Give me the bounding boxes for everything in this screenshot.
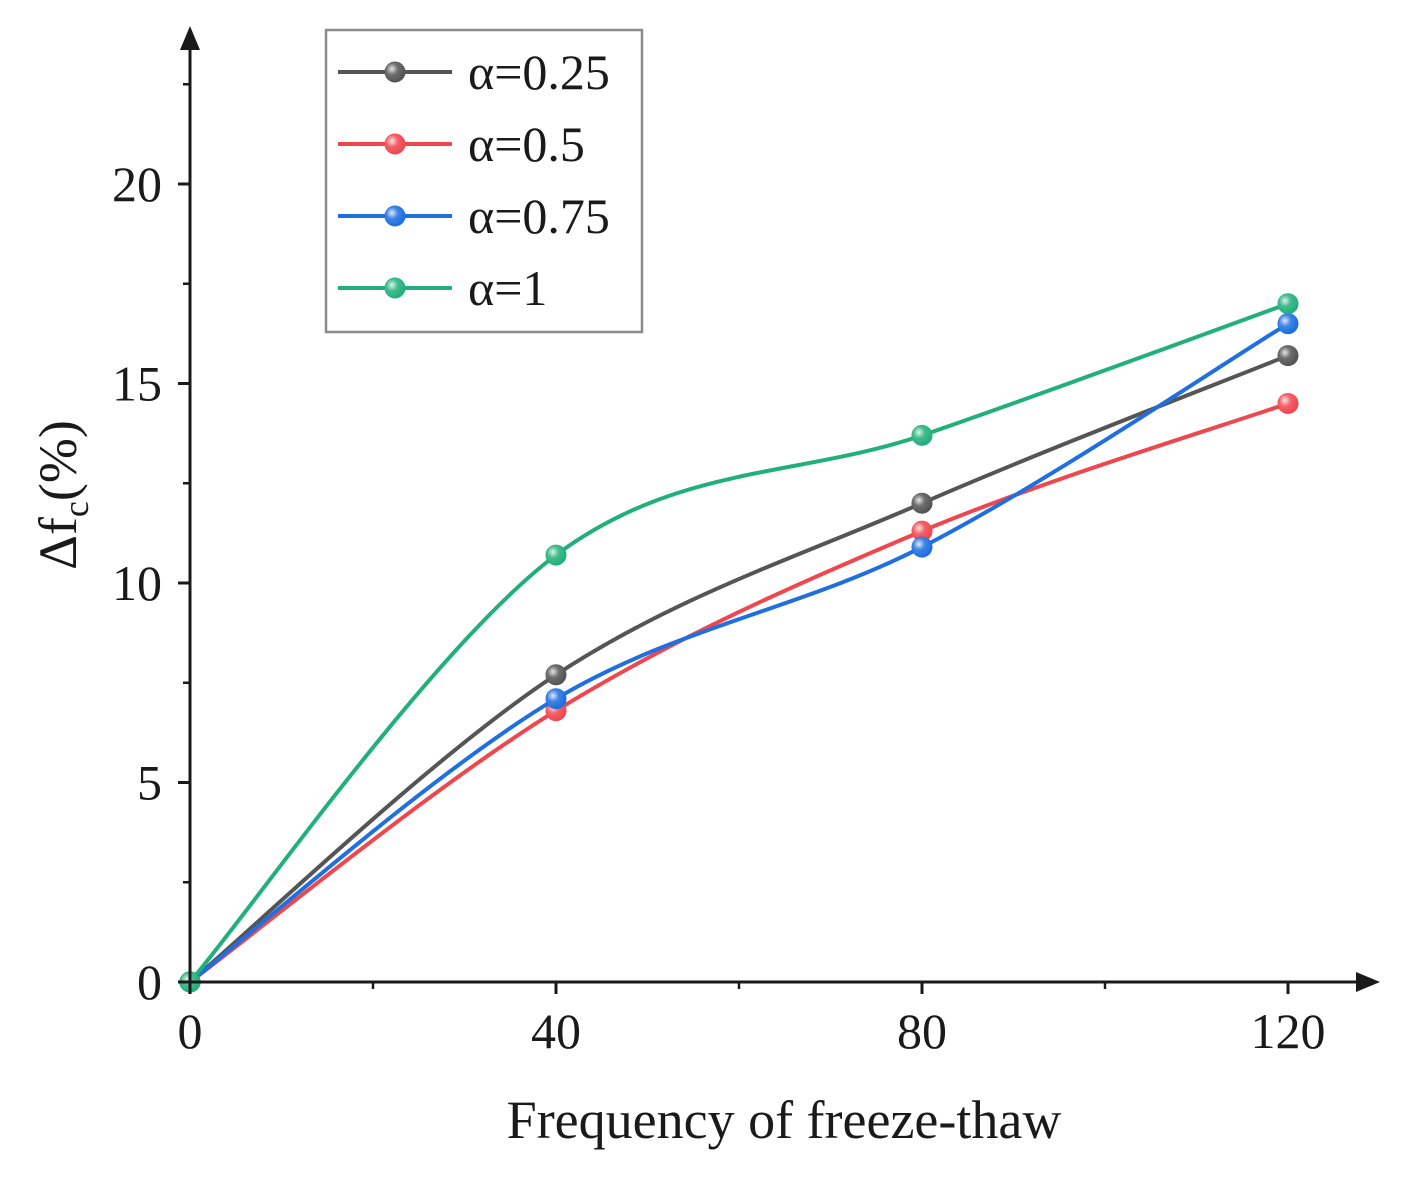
data-point-4-40 bbox=[545, 544, 567, 566]
legend-item-3: α=0.75 bbox=[338, 188, 610, 244]
series-line-3 bbox=[188, 321, 1290, 984]
x-axis-arrow bbox=[1356, 972, 1380, 992]
legend-item-4: α=1 bbox=[338, 260, 547, 316]
x-tick-label-120: 120 bbox=[1251, 1003, 1326, 1059]
legend-label: α=0.25 bbox=[468, 44, 610, 100]
x-tick-label-0: 0 bbox=[178, 1003, 203, 1059]
data-point-1-120 bbox=[1277, 345, 1299, 367]
x-tick-label-80: 80 bbox=[897, 1003, 947, 1059]
data-point-2-80 bbox=[911, 520, 933, 542]
legend-label: α=1 bbox=[468, 260, 547, 316]
data-point-2-120 bbox=[1277, 392, 1299, 414]
legend-box bbox=[324, 28, 644, 334]
legend-label: α=0.5 bbox=[468, 116, 585, 172]
x-axis-title: Frequency of freeze-thaw bbox=[507, 1090, 1062, 1150]
data-point-4-120 bbox=[1277, 293, 1299, 315]
y-tick-label-10: 10 bbox=[112, 555, 162, 611]
y-axis-title-suffix: (%) bbox=[28, 420, 88, 501]
data-point-3-40 bbox=[545, 688, 567, 710]
series-1 bbox=[179, 345, 1299, 993]
axes bbox=[180, 26, 1380, 992]
legend: α=0.25 α=0.5 α=0.75 α=1 bbox=[324, 28, 644, 334]
y-axis-title-subscript: c bbox=[56, 501, 96, 517]
y-tick-label-0: 0 bbox=[137, 954, 162, 1010]
y-axis-title-main: Δf bbox=[28, 517, 88, 570]
ticks-layer: 0 40 80 120 0 5 10 15 20 bbox=[112, 83, 1326, 1059]
series-line-4 bbox=[188, 301, 1290, 984]
x-tick-label-40: 40 bbox=[531, 1003, 581, 1059]
series-4 bbox=[179, 293, 1299, 993]
legend-item-1: α=0.25 bbox=[338, 44, 610, 100]
series-3 bbox=[179, 313, 1299, 993]
y-tick-label-5: 5 bbox=[137, 755, 162, 811]
y-tick-label-15: 15 bbox=[112, 356, 162, 412]
data-point-1-80 bbox=[911, 492, 933, 514]
series-layer bbox=[179, 293, 1299, 993]
y-axis-title: Δfc(%) bbox=[28, 420, 96, 570]
series-line-1 bbox=[188, 353, 1290, 984]
legend-swatch-marker bbox=[384, 277, 406, 299]
legend-item-2: α=0.5 bbox=[338, 116, 585, 172]
legend-swatch-marker bbox=[384, 61, 406, 83]
data-point-3-120 bbox=[1277, 313, 1299, 335]
y-axis-arrow bbox=[180, 26, 200, 50]
legend-label: α=0.75 bbox=[468, 188, 610, 244]
data-point-1-40 bbox=[545, 664, 567, 686]
series-line-2 bbox=[188, 401, 1290, 984]
data-point-3-80 bbox=[911, 536, 933, 558]
series-2 bbox=[179, 392, 1299, 993]
data-point-4-80 bbox=[911, 424, 933, 446]
legend-swatch-marker bbox=[384, 133, 406, 155]
legend-swatch-marker bbox=[384, 205, 406, 227]
y-tick-label-20: 20 bbox=[112, 156, 162, 212]
